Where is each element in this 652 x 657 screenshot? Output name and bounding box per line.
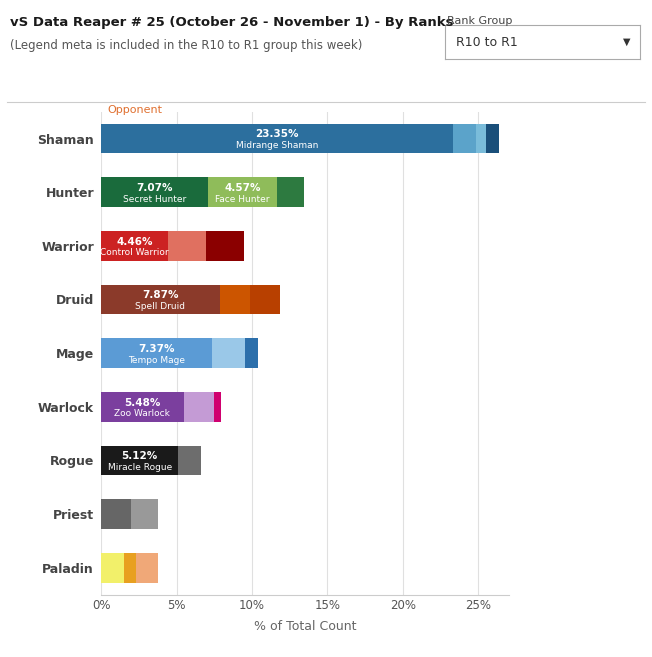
Text: (Legend meta is included in the R10 to R1 group this week): (Legend meta is included in the R10 to R… [10,39,362,53]
Text: 4.57%: 4.57% [224,183,261,193]
Bar [184,392,214,422]
Bar [101,499,131,529]
Bar [168,231,206,261]
Text: Miracle Rogue: Miracle Rogue [108,463,172,472]
Text: Secret Hunter: Secret Hunter [123,194,186,204]
Bar [206,231,244,261]
Bar [276,177,304,207]
Bar [101,124,454,153]
Text: Tempo Mage: Tempo Mage [128,355,185,365]
Text: R10 to R1: R10 to R1 [456,35,518,49]
Bar [136,553,158,583]
Bar [213,338,246,368]
Text: 5.48%: 5.48% [125,397,160,407]
Text: Zoo Warlock: Zoo Warlock [115,409,170,419]
Text: 5.12%: 5.12% [121,451,158,461]
Bar [124,553,136,583]
Bar [250,284,280,314]
Bar [101,553,124,583]
Text: Opponent: Opponent [108,105,162,115]
Text: 7.07%: 7.07% [136,183,173,193]
Bar [131,499,158,529]
Text: Control Warrior: Control Warrior [100,248,169,258]
X-axis label: % of Total Count: % of Total Count [254,620,356,633]
Bar [101,231,168,261]
Bar [101,445,179,475]
Text: 7.87%: 7.87% [142,290,179,300]
Text: Spell Druid: Spell Druid [136,302,185,311]
Bar [101,338,213,368]
Text: vS Data Reaper # 25 (October 26 - November 1) - By Ranks: vS Data Reaper # 25 (October 26 - Novemb… [10,16,453,30]
Text: Rank Group: Rank Group [447,16,512,26]
Bar [220,284,250,314]
Text: 4.46%: 4.46% [117,237,153,246]
Bar [101,177,208,207]
Bar [486,124,499,153]
Bar [476,124,486,153]
Bar [246,338,258,368]
Bar [179,445,201,475]
Bar [101,392,184,422]
Text: ▼: ▼ [623,37,630,47]
Bar [454,124,476,153]
Text: 23.35%: 23.35% [256,129,299,139]
Bar [101,284,220,314]
Bar [208,177,276,207]
Text: Face Hunter: Face Hunter [215,194,269,204]
Text: 7.37%: 7.37% [138,344,175,354]
Text: Midrange Shaman: Midrange Shaman [236,141,318,150]
Bar [214,392,222,422]
